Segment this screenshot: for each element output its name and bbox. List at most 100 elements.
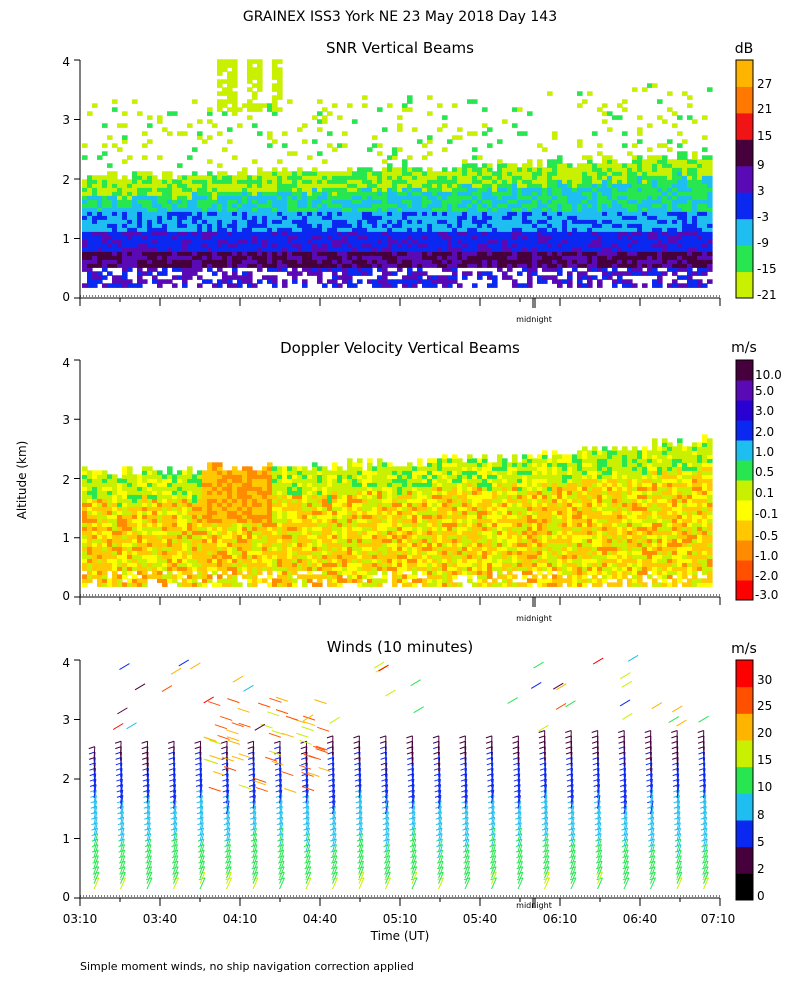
snr-cell [657,143,663,148]
velocity-cell [182,534,188,539]
snr-cell [632,191,638,196]
snr-cell [217,163,223,168]
snr-cell [92,243,98,248]
snr-cell [632,203,638,208]
snr-cell [392,203,398,208]
snr-cell [632,283,638,288]
velocity-cell [122,506,128,511]
snr-cell [442,179,448,184]
snr-cell [222,67,228,72]
velocity-cell [232,510,238,515]
snr-cell [582,247,588,252]
snr-cell [317,231,323,236]
snr-cell [397,251,403,256]
snr-cell [677,231,683,236]
velocity-cell [147,530,153,535]
velocity-cell [257,474,263,479]
snr-cell [167,199,173,204]
snr-cell [587,239,593,244]
velocity-cell [217,530,223,535]
snr-cell [512,215,518,220]
snr-cell [482,195,488,200]
snr-cell [687,215,693,220]
snr-cell [87,279,93,284]
snr-cell [682,91,688,96]
snr-cell [357,223,363,228]
snr-cell [462,179,468,184]
velocity-cell [132,490,138,495]
snr-cell [672,175,678,180]
snr-cell [482,207,488,212]
snr-cell [122,255,128,260]
snr-cell [667,227,673,232]
snr-cell [127,183,133,188]
snr-cell [637,227,643,232]
snr-cell [112,279,118,284]
snr-cell [157,115,163,120]
snr-cell [632,155,638,160]
snr-cell [392,195,398,200]
velocity-cell [167,470,173,475]
snr-cell [362,187,368,192]
snr-cell [452,167,458,172]
snr-cell [82,207,88,212]
velocity-cell [232,582,238,587]
snr-cell [672,191,678,196]
snr-cell [207,175,213,180]
velocity-cell [202,554,208,559]
snr-cell [252,259,258,264]
snr-cell [162,247,168,252]
velocity-cell [92,554,98,559]
snr-cell [447,267,453,272]
velocity-cell [237,482,243,487]
velocity-cell [232,478,238,483]
velocity-cell [247,546,253,551]
snr-cell [542,255,548,260]
snr-cell [567,251,573,256]
snr-cell [292,211,298,216]
snr-cell [502,251,508,256]
velocity-cell [187,518,193,523]
snr-cell [332,211,338,216]
velocity-cell [147,538,153,543]
snr-cell [462,271,468,276]
snr-cell [387,207,393,212]
snr-cell [142,211,148,216]
snr-cell [82,223,88,228]
snr-cell [137,191,143,196]
snr-cell [592,131,598,136]
snr-cell [222,99,228,104]
snr-cell [672,259,678,264]
snr-cell [227,59,233,64]
velocity-cell [237,570,243,575]
snr-cell [322,115,328,120]
snr-cell [217,247,223,252]
snr-cell [307,203,313,208]
snr-axes [74,59,721,308]
snr-cell [227,87,233,92]
snr-cell [187,203,193,208]
snr-cell [502,183,508,188]
snr-cell [457,207,463,212]
snr-cell [542,251,548,256]
velocity-cell [127,566,133,571]
snr-cell [477,247,483,252]
snr-cell [442,263,448,268]
snr-cell [317,279,323,284]
snr-cell [82,199,88,204]
velocity-cell [97,478,103,483]
snr-cell [162,199,168,204]
snr-cell [387,179,393,184]
snr-cell [642,239,648,244]
snr-cell [562,187,568,192]
snr-cell [257,203,263,208]
snr-cell [562,235,568,240]
snr-cell [692,163,698,168]
snr-cell [267,263,273,268]
snr-cell [107,211,113,216]
snr-cell [692,215,698,220]
snr-cell [487,231,493,236]
snr-cell [122,223,128,228]
snr-cell [527,179,533,184]
snr-cell [142,235,148,240]
